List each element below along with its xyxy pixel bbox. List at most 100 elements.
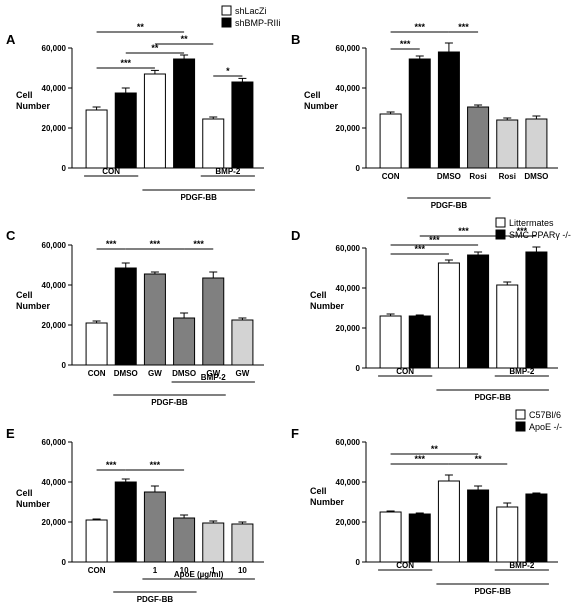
y-tick-label: 20,000	[42, 321, 67, 330]
bar	[408, 513, 431, 563]
bar	[114, 92, 137, 169]
x-tick-label: DMSO	[172, 369, 196, 378]
x-tick-label: CON	[88, 369, 106, 378]
y-tick-label: 60,000	[336, 44, 361, 53]
sig-label: ***	[106, 239, 117, 249]
panel-letter: D	[291, 228, 300, 243]
sig-label: **	[475, 454, 483, 464]
bar	[231, 523, 254, 563]
bar	[143, 73, 166, 169]
sig-label: ***	[429, 235, 440, 245]
bar	[143, 491, 166, 563]
y-tick-label: 0	[356, 364, 361, 373]
bar	[379, 315, 402, 369]
y-axis-label: Cell Number	[16, 90, 51, 111]
group-label: PDGF-BB	[474, 587, 511, 596]
y-tick-label: 60,000	[42, 438, 67, 447]
sig-label: ***	[414, 22, 425, 32]
bar	[408, 58, 431, 169]
y-axis-label: Cell Number	[16, 290, 51, 311]
y-tick-label: 60,000	[42, 241, 67, 250]
y-tick-label: 0	[356, 558, 361, 567]
bar	[379, 113, 402, 169]
sig-label: ***	[193, 239, 204, 249]
x-tick-label: Rosi	[469, 172, 486, 181]
legend-swatch	[221, 5, 232, 16]
sig-label: ***	[414, 244, 425, 254]
bar	[437, 262, 460, 369]
bar	[467, 254, 490, 369]
x-tick-label: 1	[153, 566, 158, 575]
y-tick-label: 0	[62, 558, 67, 567]
bar	[143, 273, 166, 366]
legend-label: shLacZi	[235, 6, 267, 16]
sig-label: **	[151, 43, 159, 53]
legend-swatch	[515, 421, 526, 432]
bar	[496, 284, 519, 369]
legend-swatch	[495, 217, 506, 228]
bar	[114, 481, 137, 563]
group-label: PDGF-BB	[431, 201, 468, 210]
group-label: BMP-2	[201, 373, 226, 382]
y-axis-label: Cell Number	[310, 486, 345, 507]
bar	[437, 51, 460, 169]
x-tick-label: 10	[238, 566, 247, 575]
bar	[525, 118, 548, 169]
x-tick-label: GW	[148, 369, 162, 378]
group-label: ApoE (µg/ml)	[174, 570, 224, 579]
x-tick-label: 10	[180, 566, 189, 575]
group-label: BMP-2	[509, 367, 534, 376]
bar	[437, 480, 460, 563]
group-label: CON	[102, 167, 120, 176]
x-tick-label: CON	[382, 172, 400, 181]
y-tick-label: 20,000	[336, 324, 361, 333]
panel-f: F Cell Number 0 20,000 40,000 60,000 CON BMP-2 PD…	[291, 409, 562, 596]
bar	[467, 489, 490, 563]
group-label: CON	[396, 367, 414, 376]
bar	[202, 277, 225, 366]
y-tick-label: 60,000	[336, 244, 361, 253]
x-tick-label: DMSO	[524, 172, 548, 181]
bar	[85, 519, 108, 563]
sig-label: ***	[517, 226, 528, 236]
bar	[85, 109, 108, 169]
y-tick-label: 40,000	[42, 84, 67, 93]
panel-letter: B	[291, 32, 300, 47]
bar	[525, 493, 548, 563]
x-tick-label: 1	[211, 566, 216, 575]
y-axis-label: Cell Number	[304, 90, 339, 111]
legend-label: ApoE -/-	[529, 422, 562, 432]
y-tick-label: 60,000	[42, 44, 67, 53]
sig-label: ***	[150, 239, 161, 249]
bar	[496, 506, 519, 563]
sig-label: ***	[106, 460, 117, 470]
group-label: BMP-2	[215, 167, 240, 176]
y-axis-label: Cell Number	[310, 290, 345, 311]
sig-label: ***	[120, 58, 131, 68]
bar	[173, 517, 196, 563]
sig-label: ***	[150, 460, 161, 470]
y-tick-label: 40,000	[336, 284, 361, 293]
y-tick-label: 60,000	[336, 438, 361, 447]
panel-d: D Cell Number 0 20,000 40,000 60,000 CON BMP-2 PD…	[291, 217, 571, 402]
sig-label: ***	[458, 22, 469, 32]
bar	[173, 317, 196, 366]
sig-label: ***	[458, 226, 469, 236]
panel-letter: F	[291, 426, 299, 441]
bar	[173, 58, 196, 169]
y-tick-label: 0	[62, 361, 67, 370]
sig-label: *	[226, 66, 230, 76]
y-tick-label: 0	[62, 164, 67, 173]
group-label: PDGF-BB	[474, 393, 511, 402]
panel-a: A Cell Number 0 20,000 40,000 60,000 CON BMP-2 PD…	[6, 5, 281, 202]
sig-label: **	[431, 444, 439, 454]
x-tick-label: GW	[236, 369, 250, 378]
y-tick-label: 20,000	[336, 518, 361, 527]
bar	[231, 319, 254, 366]
bar	[202, 522, 225, 563]
legend-swatch	[515, 409, 526, 420]
legend-label: C57Bl/6	[529, 410, 561, 420]
legend-label: SMC PPARγ -/-	[509, 230, 571, 240]
bar	[525, 251, 548, 369]
